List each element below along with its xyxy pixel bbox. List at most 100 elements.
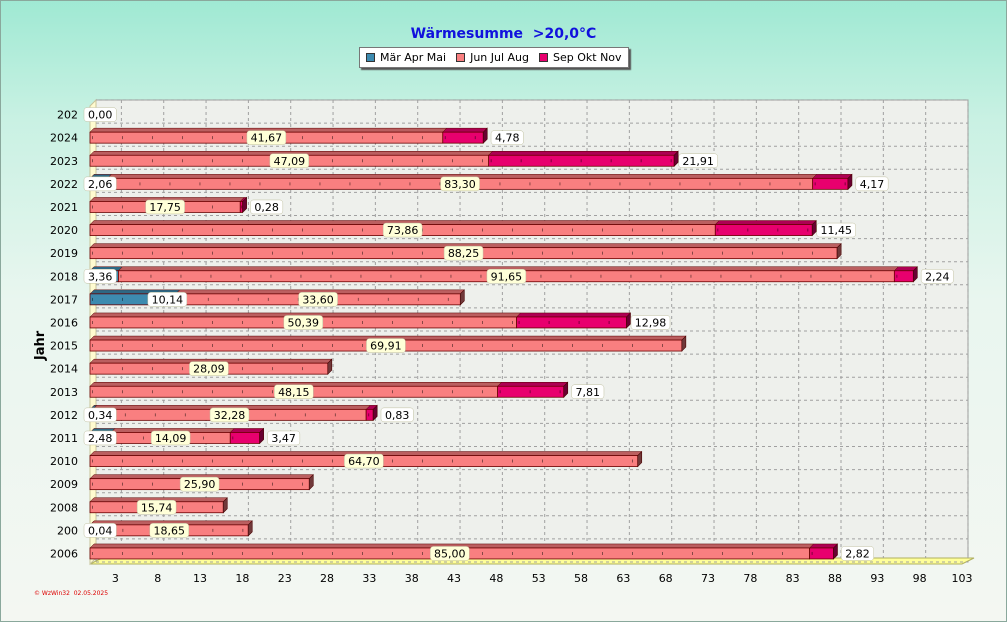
data-label-bg <box>630 315 671 330</box>
bar-side <box>833 543 838 560</box>
bar-side <box>460 289 465 306</box>
data-label-bg <box>443 245 484 261</box>
data-label: 10,14 <box>152 293 184 306</box>
plot-background <box>95 99 969 563</box>
x-tick-label: 78 <box>743 572 757 585</box>
data-label-bg <box>83 523 117 538</box>
bar-top-autumn <box>809 543 839 549</box>
data-label: 50,39 <box>288 316 320 329</box>
data-label-bg <box>366 338 406 353</box>
data-label-bg <box>179 476 220 492</box>
data-label-bg <box>83 269 117 284</box>
y-tick-label: 2011 <box>50 432 78 445</box>
x-tick-label: 73 <box>701 572 715 585</box>
data-label-bg <box>147 292 188 307</box>
bar-autumn <box>812 177 849 190</box>
data-label: 15,74 <box>141 501 173 514</box>
data-label: 48,15 <box>278 386 310 399</box>
data-label: 41,67 <box>251 132 283 145</box>
data-label-bg <box>209 407 250 423</box>
x-tick-label: 63 <box>616 572 630 585</box>
legend-label-autumn: Sep Okt Nov <box>553 51 622 64</box>
data-label: 2,82 <box>845 547 870 560</box>
data-label-bg <box>145 199 185 215</box>
x-tick-label: 93 <box>870 572 884 585</box>
x-tick-label: 103 <box>952 572 973 585</box>
bar-side <box>327 358 333 375</box>
data-label: 0,28 <box>254 201 279 214</box>
data-label: 85,00 <box>434 547 466 560</box>
y-tick-label: 2024 <box>50 132 78 145</box>
bar-side <box>637 450 643 468</box>
y-tick-label: 2009 <box>50 478 78 491</box>
x-tick-label: 33 <box>362 572 376 585</box>
legend: Mär Apr Mai Jun Jul Aug Sep Okt Nov <box>359 47 629 68</box>
bar-autumn <box>516 316 627 329</box>
data-label-bg <box>83 107 117 122</box>
data-label-bg <box>283 315 324 330</box>
data-label: 73,86 <box>387 224 419 237</box>
bar-side <box>847 173 853 191</box>
bar-top-autumn <box>812 174 853 179</box>
plot-left-wall <box>89 98 97 566</box>
data-label-bg <box>382 222 423 238</box>
x-tick-label: 8 <box>154 572 161 585</box>
data-label: 25,90 <box>184 478 216 491</box>
bar-side <box>259 427 264 445</box>
x-tick-label: 13 <box>193 572 207 585</box>
y-tick-label: 2023 <box>50 155 78 168</box>
legend-item-summer: Jun Jul Aug <box>456 51 529 64</box>
data-label: 4,17 <box>860 178 885 191</box>
bar-side <box>247 520 253 537</box>
data-label-bg <box>267 430 301 446</box>
y-tick-label: 2008 <box>50 501 78 514</box>
bar-top-autumn <box>229 428 265 433</box>
y-tick-label: 2016 <box>50 316 78 329</box>
data-label: 14,09 <box>155 432 187 445</box>
x-tick-label: 58 <box>574 572 588 585</box>
data-label-bg <box>274 384 314 399</box>
legend-swatch-autumn <box>539 53 549 62</box>
y-tick-label: 200 <box>57 524 78 537</box>
data-label-bg <box>920 269 954 284</box>
x-tick-label: 3 <box>112 572 119 585</box>
x-tick-label: 53 <box>532 572 546 585</box>
plot-floor <box>89 557 975 565</box>
x-tick-label: 28 <box>320 572 334 585</box>
data-label: 2,06 <box>88 178 113 191</box>
data-label: 64,70 <box>348 455 380 468</box>
data-label: 3,47 <box>271 432 296 445</box>
data-label-bg <box>149 523 190 538</box>
data-label-bg <box>136 500 177 515</box>
y-tick-label: 202 <box>57 109 78 122</box>
legend-swatch-summer <box>456 53 466 62</box>
y-tick-label: 2021 <box>50 201 78 214</box>
data-label-bg <box>269 153 310 168</box>
data-label-bg <box>490 130 524 145</box>
bar-side <box>372 404 378 422</box>
data-label-bg <box>841 546 874 561</box>
y-tick-label: 2006 <box>50 547 78 560</box>
data-label: 33,60 <box>302 293 334 306</box>
data-label: 28,09 <box>193 363 225 376</box>
data-label: 32,28 <box>214 409 246 422</box>
bar-side <box>242 196 247 214</box>
bar-side <box>913 266 918 283</box>
data-label-bg <box>83 176 117 192</box>
x-tick-label: 98 <box>913 572 927 585</box>
data-label: 18,65 <box>154 524 186 537</box>
y-tick-label: 2012 <box>50 409 78 422</box>
data-label: 21,91 <box>682 155 714 168</box>
y-tick-label: 2013 <box>50 386 78 399</box>
data-label-bg <box>298 292 338 307</box>
data-label-bg <box>571 384 605 399</box>
data-label: 11,45 <box>820 224 852 237</box>
data-label: 2,24 <box>925 270 950 283</box>
x-tick-label: 83 <box>786 572 800 585</box>
bar-top-autumn <box>714 220 817 225</box>
x-tick-label: 68 <box>659 572 673 585</box>
bar-top-autumn <box>497 382 569 387</box>
bar-side <box>482 127 488 144</box>
x-tick-label: 48 <box>489 572 503 585</box>
bar-side <box>673 150 679 167</box>
